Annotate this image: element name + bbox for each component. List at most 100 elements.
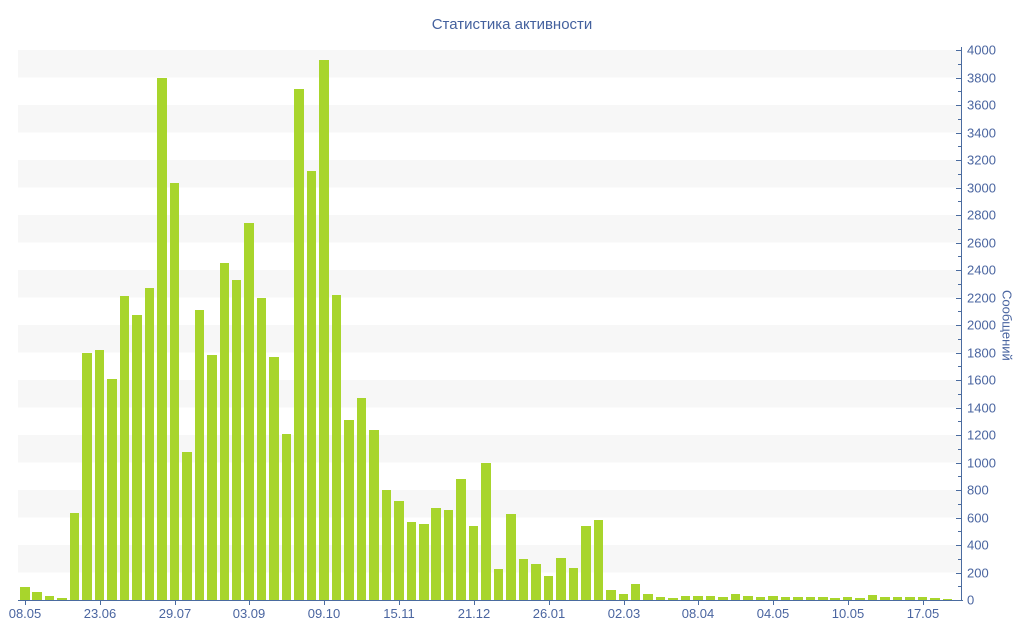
bar <box>219 263 229 600</box>
y-axis-tick <box>956 517 961 519</box>
bar <box>880 596 890 600</box>
bar <box>655 597 666 600</box>
y-axis-label: 3400 <box>967 125 996 140</box>
bar <box>930 597 940 600</box>
y-axis-tick <box>956 325 961 326</box>
bar <box>855 597 865 600</box>
bar <box>842 597 853 600</box>
bar <box>705 595 716 600</box>
bar <box>356 397 367 600</box>
bar <box>780 597 791 600</box>
bar <box>543 575 554 600</box>
y-axis-tick <box>956 215 961 216</box>
y-axis-tick <box>958 201 961 203</box>
x-axis-label: 26.01 <box>532 606 566 621</box>
x-axis-tick <box>398 601 400 605</box>
y-axis-tick <box>956 352 961 354</box>
bar <box>456 479 466 600</box>
bar <box>468 526 479 600</box>
y-axis-tick <box>956 462 961 464</box>
bar <box>119 296 130 600</box>
bar <box>132 315 142 600</box>
bars-container <box>18 50 962 600</box>
x-axis-label: 04.05 <box>756 606 790 621</box>
bar <box>107 378 117 600</box>
x-axis-label: 03.09 <box>232 606 266 621</box>
x-axis-label: 02.03 <box>607 606 641 621</box>
bar <box>319 59 329 600</box>
bar <box>69 513 80 600</box>
bar <box>281 433 292 600</box>
bar <box>82 352 92 600</box>
x-axis-tick <box>174 601 176 605</box>
bar <box>443 509 454 600</box>
y-axis-tick <box>956 545 961 546</box>
bar <box>917 597 928 600</box>
bar <box>269 356 279 600</box>
y-axis-tick <box>958 586 961 588</box>
y-axis-tick <box>956 50 961 51</box>
y-axis-tick <box>958 503 961 505</box>
bar <box>593 520 604 600</box>
y-axis-label: 3800 <box>967 70 996 85</box>
y-axis-label: 1600 <box>967 372 996 388</box>
y-axis-tick <box>958 256 961 258</box>
y-axis-tick <box>956 187 961 189</box>
y-axis-label: 1000 <box>967 455 996 470</box>
plot-area <box>18 50 962 600</box>
x-axis-label: 29.07 <box>158 606 192 621</box>
bar <box>942 598 953 600</box>
bar <box>44 595 55 600</box>
y-axis-tick <box>956 490 961 491</box>
bar <box>680 595 691 600</box>
bar <box>157 77 167 600</box>
y-axis-tick <box>958 118 961 120</box>
y-axis-title: Сообщений <box>999 289 1015 361</box>
bar <box>20 586 30 600</box>
bar <box>182 452 192 600</box>
y-axis-label: 800 <box>967 482 989 498</box>
y-axis-tick <box>958 366 961 368</box>
x-axis-label: 15.11 <box>383 606 415 621</box>
x-axis-label: 08.05 <box>8 606 42 621</box>
bar <box>793 596 803 600</box>
bar <box>306 171 317 600</box>
x-axis-tick <box>24 601 26 605</box>
y-axis-tick <box>958 146 961 148</box>
bar <box>905 597 915 600</box>
bar <box>294 88 304 600</box>
y-axis-tick <box>956 600 961 601</box>
bar <box>506 514 516 600</box>
y-axis-label: 3600 <box>967 97 996 113</box>
bar <box>431 507 441 600</box>
bar <box>556 558 566 600</box>
y-axis-label: 3200 <box>967 152 996 168</box>
x-axis-tick <box>323 601 325 605</box>
bar <box>606 589 616 600</box>
y-axis-tick <box>958 531 961 533</box>
y-axis-tick <box>958 393 961 395</box>
bar <box>768 595 778 600</box>
y-axis-tick <box>956 132 961 134</box>
y-axis-tick <box>958 63 961 65</box>
x-axis-label: 09.10 <box>307 606 341 621</box>
y-axis-label: 600 <box>967 510 989 525</box>
chart-title: Статистика активности <box>431 16 593 33</box>
x-axis-label: 21.12 <box>457 606 491 621</box>
x-axis-label: 08.04 <box>681 606 715 621</box>
y-axis-label: 1200 <box>967 427 996 443</box>
y-axis-tick <box>956 380 961 381</box>
bar <box>830 597 840 600</box>
bar <box>867 594 878 600</box>
bar <box>730 593 741 600</box>
bar <box>244 223 254 600</box>
x-axis-tick <box>922 601 924 605</box>
bar <box>668 597 678 600</box>
bar <box>481 463 491 600</box>
bar <box>718 596 728 600</box>
x-axis-label: 10.05 <box>831 606 865 621</box>
bar <box>581 526 591 600</box>
y-axis-tick <box>958 311 961 313</box>
bar <box>194 309 205 600</box>
